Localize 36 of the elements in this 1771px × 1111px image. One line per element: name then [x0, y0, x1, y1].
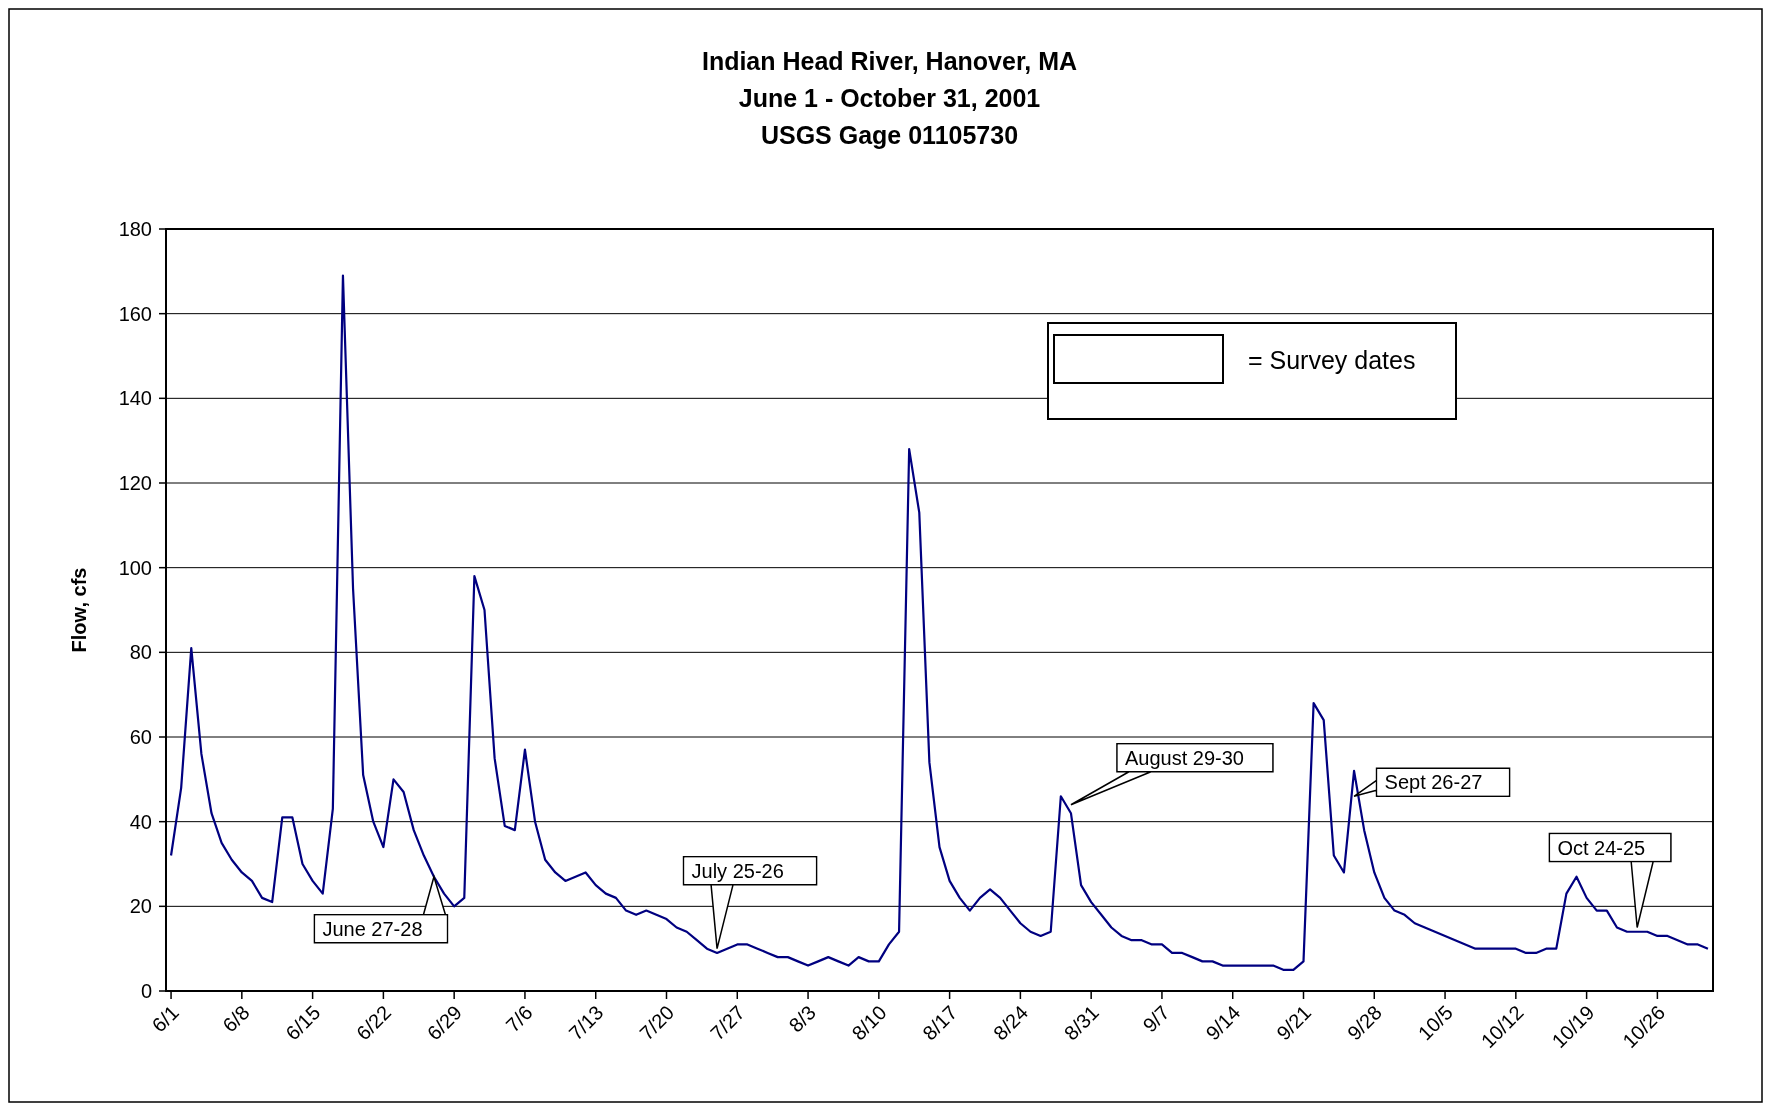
x-tick-label: 8/24: [989, 1001, 1033, 1045]
y-tick-label: 0: [140, 980, 152, 1002]
x-tick-label: 6/15: [281, 1001, 325, 1045]
x-tick-label: 7/20: [635, 1001, 679, 1045]
annotation: Oct 24-25: [1557, 836, 1646, 859]
chart-title: Indian Head River, Hanover, MA June 1 - October 31, 2001 USGS Gage 01105730: [701, 47, 1078, 149]
x-tick-label: 9/28: [1342, 1001, 1387, 1045]
annotation: Sept 26-27: [1384, 771, 1483, 794]
y-axis-title: Flow, cfs: [68, 567, 90, 653]
x-tick-label: 6/29: [422, 1001, 466, 1045]
annotation: August 29-30: [1124, 746, 1244, 769]
y-tick-label: 80: [129, 641, 152, 664]
x-tick-label: 9/14: [1201, 1001, 1245, 1045]
x-tick-label: 7/6: [501, 1001, 537, 1037]
line-series: [169, 274, 1710, 971]
y-tick-label: 20: [129, 895, 152, 918]
x-tick-label: 6/22: [352, 1001, 396, 1045]
y-tick-label: 40: [129, 810, 152, 833]
x-tick-label: 8/10: [847, 1001, 891, 1045]
annotation: = Survey dates: [1248, 345, 1416, 374]
x-tick-label: 7/27: [705, 1001, 750, 1045]
y-tick-label: 60: [129, 726, 152, 748]
x-tick-label: 8/3: [784, 1001, 820, 1037]
annotation: June 27-28: [322, 917, 423, 940]
x-tick-label: 9/7: [1138, 1001, 1174, 1037]
y-tick-label: 100: [118, 556, 152, 579]
x-tick-label: 7/13: [564, 1001, 608, 1045]
y-tick-label: 180: [118, 218, 152, 240]
x-tick-label: 6/1: [147, 1001, 183, 1037]
x-tick-label: 9/21: [1272, 1001, 1316, 1045]
x-tick-label: 6/8: [218, 1001, 254, 1037]
y-tick-label: 160: [118, 302, 152, 325]
y-tick-label: 120: [118, 472, 152, 494]
x-tick-label: 8/31: [1059, 1001, 1103, 1045]
y-tick-label: 140: [118, 387, 152, 410]
annotation: July 25-26: [691, 859, 784, 882]
